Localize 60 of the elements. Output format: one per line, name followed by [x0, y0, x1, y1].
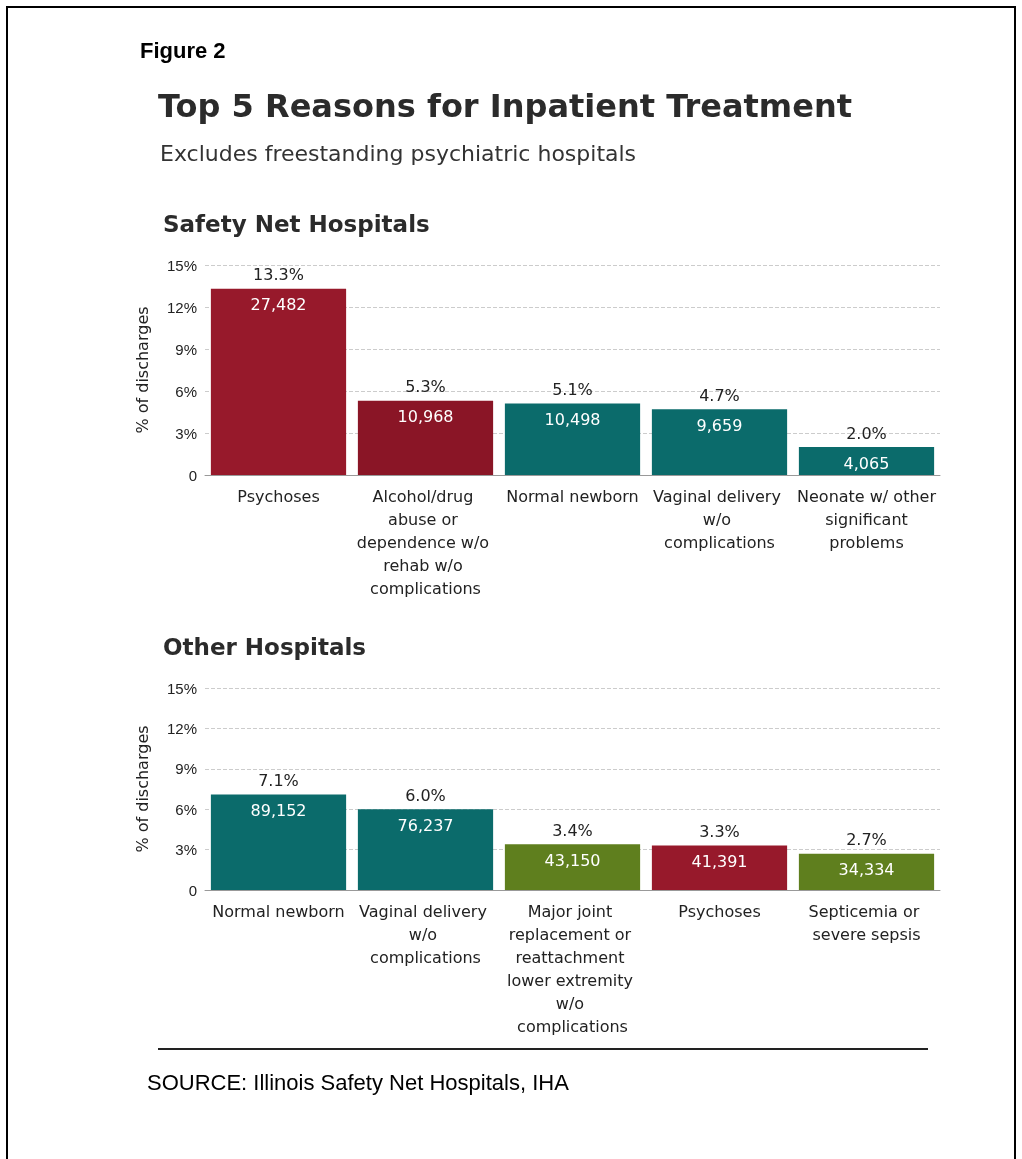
y-tick-label: 9%: [175, 760, 197, 778]
x-tick-label: Neonate w/ other significant problems: [797, 487, 937, 552]
x-tick-label: Major joint replacement or reattachment lower extremity w/o complications: [506, 902, 639, 1036]
data-label: 3.4%: [552, 820, 593, 840]
text: Excludes freestanding psychiatric hospitals: [160, 141, 637, 166]
x-tick-label: Psychoses: [237, 487, 320, 506]
y-tick-label: 6%: [175, 800, 197, 818]
bar: [651, 409, 788, 475]
y-tick-label: 0: [188, 466, 197, 484]
x-tick-label: Normal newborn: [212, 902, 345, 921]
bar: [357, 400, 494, 475]
y-tick-label: 6%: [175, 382, 197, 400]
x-tick-label: Septicemia or severe sepsis: [808, 902, 925, 944]
bar: [357, 809, 494, 890]
annotation: 34,334: [838, 860, 895, 880]
data-label: 4.7%: [699, 385, 740, 405]
y-axis-title: % of discharges: [132, 725, 152, 853]
annotation: 27,482: [250, 295, 307, 315]
x-tick-label: Psychoses: [678, 902, 761, 921]
text: Top 5 Reasons for Inpatient Treatment: [158, 87, 852, 125]
annotation: 76,237: [397, 815, 454, 835]
y-tick-label: 0: [188, 881, 197, 899]
annotation: 89,152: [250, 800, 307, 820]
data-label: 5.1%: [552, 380, 593, 400]
annotation: 41,391: [691, 852, 748, 872]
caption: Figure 2: [140, 38, 226, 64]
y-tick-label: 12%: [166, 298, 197, 316]
bar: [651, 845, 788, 890]
bar: [504, 403, 641, 475]
data-label: 3.3%: [699, 822, 740, 842]
y-tick-label: 12%: [166, 719, 197, 737]
data-label: 2.0%: [846, 423, 887, 443]
data-label: 5.3%: [405, 377, 446, 397]
x-tick-label: Alcohol/drug abuse or dependence w/o rehab w/o complications: [356, 487, 495, 598]
chart-title: Other Hospitals: [163, 633, 367, 660]
annotation: 4,065: [843, 453, 890, 473]
y-tick-label: 15%: [166, 679, 197, 697]
annotation: 9,659: [696, 415, 743, 435]
annotation: 10,968: [397, 407, 454, 427]
source-note: SOURCE: Illinois Safety Net Hospitals, IHA: [147, 1070, 569, 1096]
annotation: 43,150: [544, 850, 601, 870]
data-label: 2.7%: [846, 830, 887, 850]
y-tick-label: 3%: [175, 424, 197, 442]
bar: [798, 447, 935, 475]
y-tick-label: 3%: [175, 841, 197, 859]
chart-title: Safety Net Hospitals: [163, 210, 430, 237]
x-tick-label: Vaginal delivery w/o complications: [359, 902, 492, 967]
y-axis-title: % of discharges: [132, 306, 152, 434]
x-tick-label: Vaginal delivery w/o complications: [653, 487, 786, 552]
bar: [504, 844, 641, 890]
data-label: 13.3%: [253, 265, 304, 285]
y-tick-label: 15%: [166, 256, 197, 274]
annotation: 10,498: [544, 410, 601, 430]
data-label: 7.1%: [258, 770, 299, 790]
data-label: 6.0%: [405, 785, 446, 805]
bar: [210, 794, 347, 890]
bar: [798, 853, 935, 890]
bar: [210, 288, 347, 475]
x-tick-label: Normal newborn: [506, 487, 639, 506]
y-tick-label: 9%: [175, 340, 197, 358]
